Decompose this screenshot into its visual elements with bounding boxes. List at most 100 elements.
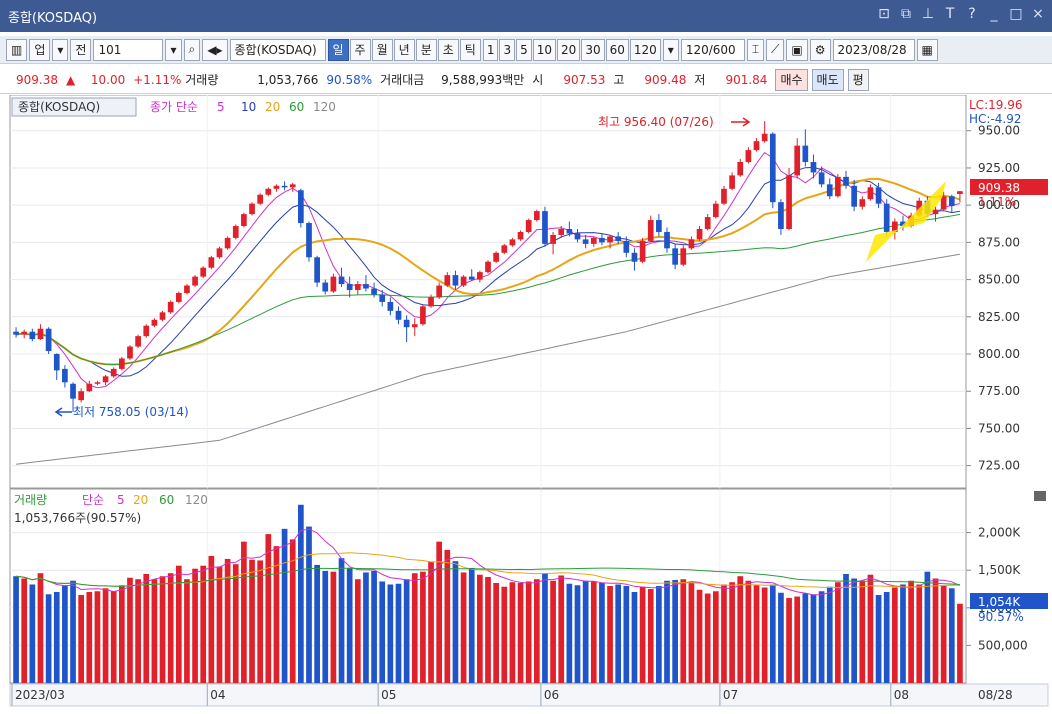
candle-body <box>883 203 890 232</box>
restore-icon[interactable]: ⊡ <box>878 6 890 22</box>
interval-tab-2[interactable]: 5 <box>516 38 532 61</box>
mode-select[interactable]: 전 <box>70 38 92 61</box>
volume-bar <box>688 582 695 683</box>
ma120-line <box>16 253 960 465</box>
x-tick-label: 04 <box>210 688 225 702</box>
volume-bar <box>135 579 141 683</box>
volume-value: 1,053,766 <box>257 72 319 87</box>
volume-bar <box>322 570 329 683</box>
ma10-line <box>16 166 960 377</box>
volume-bar <box>647 589 654 683</box>
volume-bar <box>468 567 475 683</box>
vma120-label: 120 <box>185 493 208 507</box>
highlight-shape <box>866 181 946 262</box>
candle-body <box>249 203 255 215</box>
calendar-icon[interactable]: ▦ <box>916 38 938 61</box>
chart-svg[interactable]: 725.00 750.00 775.00 800.00 825.00 850.00 875.… <box>0 94 1052 711</box>
minimize-icon[interactable]: _ <box>990 6 998 22</box>
volume-bar <box>957 603 963 683</box>
candle-body <box>371 288 377 295</box>
candle-body <box>102 376 109 383</box>
market-select[interactable]: 업 <box>29 38 51 61</box>
price-legend-box[interactable] <box>11 97 137 117</box>
help-icon[interactable]: ? <box>968 6 976 22</box>
layout-icon[interactable]: ▥ <box>6 38 28 61</box>
volume-bar <box>525 581 532 683</box>
period-tab-4[interactable]: 분 <box>415 38 437 61</box>
date-field[interactable]: 2023/08/28 <box>832 38 915 61</box>
maximize-icon[interactable]: □ <box>1009 6 1023 22</box>
period-tab-0[interactable]: 일 <box>327 38 349 61</box>
save-icon[interactable]: ▣ <box>786 38 808 61</box>
candle-body <box>314 257 320 283</box>
candle-body <box>224 237 231 249</box>
low-value: 901.84 <box>725 72 768 87</box>
interval-tab-0[interactable]: 1 <box>482 38 499 61</box>
candle-body <box>859 199 866 207</box>
volume-bar <box>599 582 605 683</box>
candle-body <box>680 248 687 265</box>
draw-icon[interactable]: ⟋ <box>766 38 785 61</box>
volume-label: 거래량 <box>185 73 219 87</box>
vma5-label: 5 <box>117 493 125 507</box>
candle-body <box>281 185 288 188</box>
volume-bar <box>403 579 410 683</box>
candle-body <box>53 354 60 371</box>
candle-body <box>826 184 833 197</box>
period-tab-3[interactable]: 년 <box>393 38 415 61</box>
candle-body <box>647 220 654 241</box>
dropdown-icon[interactable]: ▾ <box>165 38 182 61</box>
volume-bar <box>216 566 223 683</box>
interval-tab-1[interactable]: 3 <box>499 38 516 61</box>
candle-body <box>656 220 662 232</box>
period-tab-6[interactable]: 틱 <box>459 38 481 61</box>
period-tab-1[interactable]: 주 <box>349 38 371 61</box>
volume-bar <box>257 560 264 683</box>
close-icon[interactable]: × <box>1032 6 1044 22</box>
period-tab-2[interactable]: 월 <box>371 38 393 61</box>
interval-tab-6[interactable]: 60 <box>605 38 629 61</box>
volume-bar <box>102 588 109 683</box>
panel-close-icon[interactable] <box>1034 491 1046 501</box>
sell-button[interactable]: 매도 <box>811 68 844 91</box>
candle-body <box>639 240 646 262</box>
candle-body <box>810 162 817 173</box>
interval-tab-7[interactable]: 120 <box>629 38 661 61</box>
gear-icon[interactable]: ⚙ <box>809 38 831 61</box>
chevron-down-icon[interactable]: ▾ <box>52 38 69 61</box>
avg-button[interactable]: 평 <box>847 68 869 91</box>
volume-ma-label: 단순 <box>82 493 104 507</box>
interval-tab-5[interactable]: 30 <box>581 38 605 61</box>
period-tab-5[interactable]: 초 <box>437 38 459 61</box>
candle-body <box>70 383 76 399</box>
index-name-field[interactable]: 종합(KOSDAQ) <box>229 38 326 61</box>
candle-body <box>590 237 597 244</box>
candle-body <box>607 236 613 243</box>
candle-icon[interactable]: ⌶ <box>746 38 765 61</box>
candle-body <box>468 276 475 280</box>
candle-body <box>452 275 459 286</box>
code-input[interactable]: 101 <box>93 38 164 61</box>
vma60-label: 60 <box>159 493 174 507</box>
pin-icon[interactable]: ⊥ <box>921 6 935 22</box>
volume-bar <box>493 582 499 683</box>
volume-bar <box>477 574 483 683</box>
search-icon[interactable]: ⌕ <box>183 38 201 61</box>
candle-body <box>273 185 280 189</box>
volume-bar <box>721 584 727 683</box>
buy-button[interactable]: 매수 <box>775 68 808 91</box>
interval-tab-3[interactable]: 10 <box>532 38 557 61</box>
interval-tab-4[interactable]: 20 <box>557 38 581 61</box>
vma5-line <box>16 528 961 596</box>
volume-bar <box>631 592 638 683</box>
chevron-down-icon[interactable]: ▾ <box>662 38 679 61</box>
volume-bar <box>167 573 174 683</box>
copy-icon[interactable]: ⧉ <box>901 6 911 22</box>
volume-bar <box>338 558 345 683</box>
ma60-line <box>16 213 960 366</box>
font-icon[interactable]: T <box>945 6 955 22</box>
candle-body <box>306 223 312 258</box>
count-field[interactable]: 120/600 <box>680 38 745 61</box>
sound-icon[interactable]: ◀▸ <box>202 38 228 61</box>
